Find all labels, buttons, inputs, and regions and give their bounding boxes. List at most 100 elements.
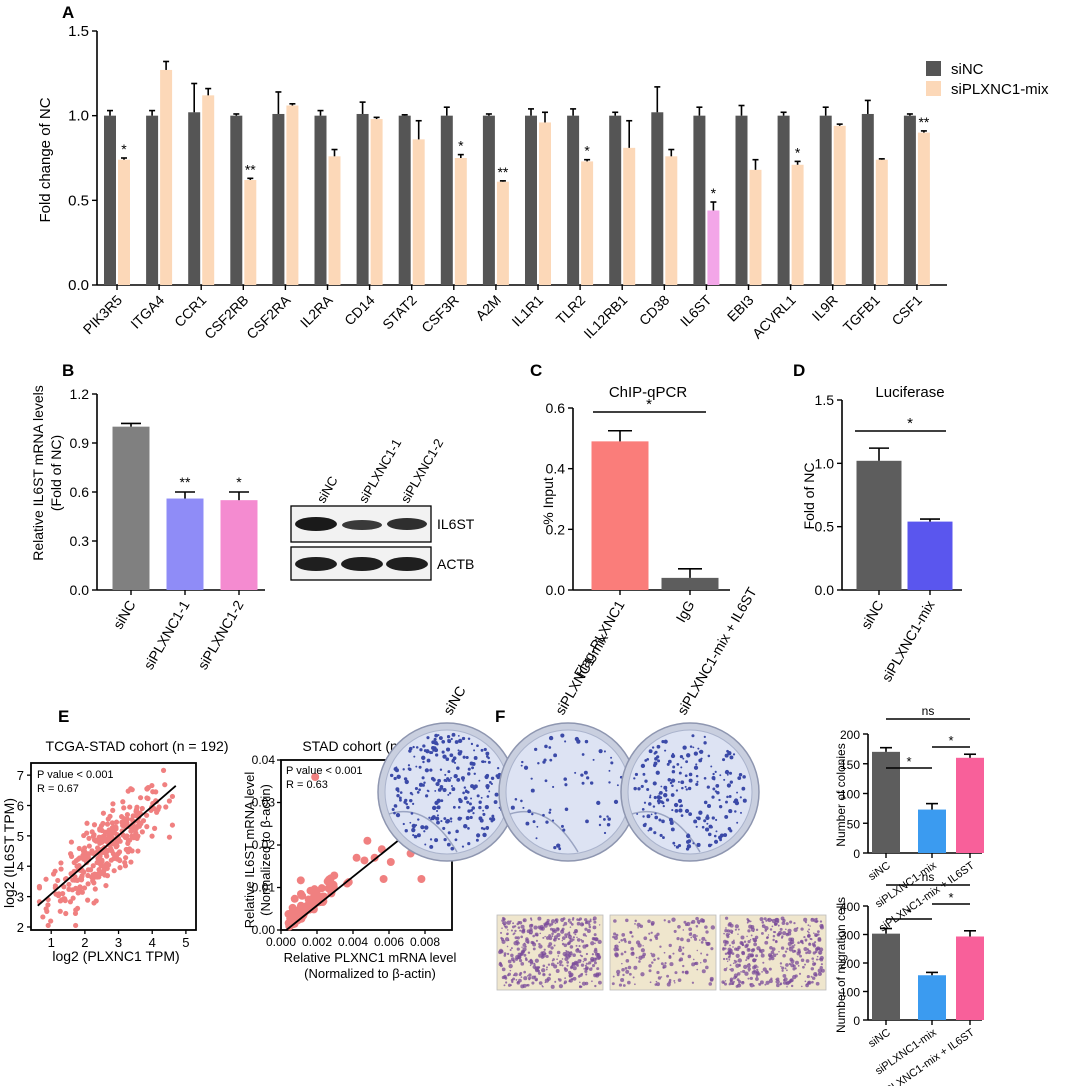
colony	[521, 760, 524, 764]
migrated-cell	[649, 981, 652, 984]
colony	[457, 751, 462, 756]
colony	[469, 761, 474, 766]
colony	[656, 744, 661, 749]
migrated-cell	[797, 941, 800, 945]
migrated-cell	[726, 967, 728, 969]
panel-c-ylabel: % Input	[540, 477, 556, 525]
migrated-cell	[650, 931, 653, 934]
migrated-cell	[738, 980, 742, 984]
migrated-cell	[785, 932, 790, 937]
colony	[606, 823, 611, 827]
migrated-cell	[794, 960, 799, 965]
colony	[710, 765, 713, 768]
scatter-point	[79, 874, 85, 880]
migrated-cell	[542, 936, 545, 939]
migrated-cell	[817, 933, 820, 936]
panel-e1-y-tick-label: 5	[17, 829, 24, 844]
colony	[726, 749, 729, 753]
migrated-cell	[594, 984, 597, 988]
migrated-cell	[690, 936, 693, 939]
migrated-cell	[637, 943, 642, 948]
colony	[395, 813, 401, 818]
scatter-point	[57, 908, 63, 914]
panel-e1-x-tick-label: 3	[115, 935, 122, 950]
migrated-cell	[819, 920, 823, 923]
migrated-cell	[532, 947, 536, 951]
migrated-cell	[557, 978, 560, 980]
colony	[431, 740, 436, 745]
migrated-cell	[730, 968, 734, 972]
migrated-cell	[593, 949, 598, 954]
migrated-cell	[561, 936, 566, 940]
scatter-point	[112, 824, 118, 830]
panel-b-y-tick-label: 0.0	[70, 582, 90, 598]
migrated-cell	[570, 950, 572, 953]
blot-band	[295, 517, 337, 531]
migrated-cell	[655, 980, 658, 983]
colony	[421, 783, 425, 787]
colony	[633, 786, 637, 791]
migrated-cell	[519, 952, 523, 956]
panel-f1-bar	[872, 751, 900, 853]
colony	[703, 735, 706, 738]
migrated-cell	[734, 924, 739, 929]
scatter-point	[352, 853, 361, 862]
colony	[705, 815, 710, 821]
colony	[402, 768, 405, 771]
culture-plate-well	[505, 729, 631, 855]
colony	[705, 827, 710, 832]
colony	[531, 812, 534, 816]
scatter-point	[306, 900, 315, 909]
colony	[679, 754, 684, 759]
migrated-cell	[759, 949, 762, 952]
panel-e2-y-tick-label: 0.01	[252, 881, 276, 895]
migrated-cell	[510, 953, 514, 958]
colony	[482, 827, 486, 831]
colony	[470, 742, 474, 746]
migrated-cell	[729, 944, 731, 947]
migrated-cell	[648, 964, 652, 968]
panel-c-y-tick-label: 0.0	[546, 582, 566, 598]
colony-group	[633, 734, 747, 851]
migrated-cell	[811, 957, 815, 960]
migrated-cell	[744, 944, 749, 949]
panel-d-y-tick-label: 1.5	[815, 392, 835, 408]
migrated-cell	[724, 943, 727, 947]
migrated-cell	[616, 969, 621, 975]
migrated-cell	[500, 936, 503, 940]
panel-e1-r-value: R = 0.67	[37, 783, 79, 795]
panel-c-bar	[661, 577, 719, 590]
scatter-point	[58, 866, 64, 872]
migrated-cell	[776, 953, 779, 956]
migrated-cell	[566, 960, 570, 964]
colony	[648, 802, 652, 806]
migrated-cell	[772, 934, 776, 938]
legend-swatch-siplxnc1-mix	[926, 81, 941, 96]
migrated-cell	[751, 970, 756, 975]
migrated-cell	[620, 938, 624, 942]
migrated-cell	[538, 981, 543, 985]
colony	[485, 773, 490, 778]
migrated-cell	[551, 959, 554, 962]
migrated-cell	[746, 921, 749, 924]
colony	[485, 755, 489, 758]
migrated-cell	[740, 980, 745, 985]
migrated-cell	[591, 953, 594, 956]
colony	[450, 777, 452, 779]
scatter-point	[68, 853, 75, 859]
migrated-cell	[618, 941, 621, 944]
colony	[725, 800, 728, 804]
migrated-cell	[557, 937, 560, 941]
scatter-point	[66, 886, 72, 892]
colony	[712, 787, 716, 791]
colony	[438, 736, 443, 740]
colony	[729, 829, 733, 833]
migrated-cell	[612, 975, 615, 978]
bar-siplxnc1-mix	[707, 210, 720, 285]
colony	[669, 821, 674, 826]
migrated-cell	[581, 972, 584, 975]
blot-lane-label: siPLXNC1-2	[398, 436, 447, 505]
migrated-cell	[728, 958, 731, 961]
colony	[581, 781, 585, 785]
migrated-cell	[778, 951, 780, 953]
